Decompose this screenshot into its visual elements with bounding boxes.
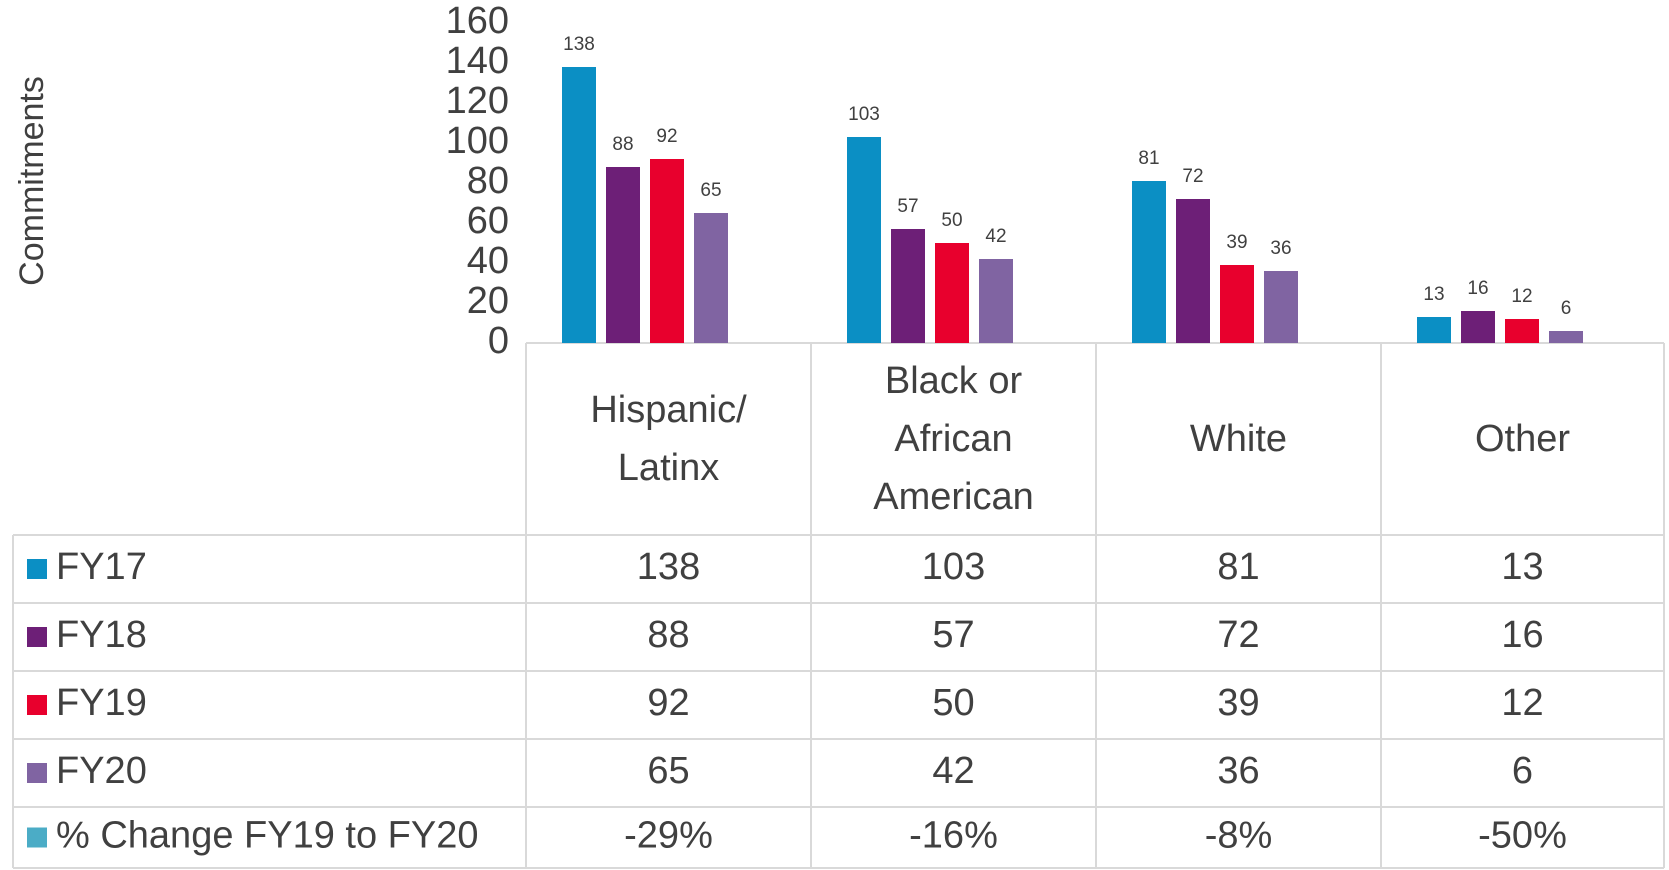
table-value: -29%	[624, 815, 713, 857]
data-label: 72	[1182, 166, 1203, 187]
bar	[1505, 319, 1539, 343]
bar	[1461, 311, 1495, 343]
legend-key	[27, 763, 47, 783]
data-label: 36	[1270, 238, 1291, 259]
table-value: 42	[932, 750, 974, 792]
table-value: 16	[1501, 614, 1543, 656]
data-label: 13	[1423, 284, 1444, 305]
bar	[979, 259, 1013, 343]
data-label: 50	[941, 210, 962, 231]
data-label: 6	[1561, 298, 1572, 319]
y-tick-label: 160	[446, 0, 509, 42]
y-tick-label: 100	[446, 120, 509, 162]
table-value: 138	[637, 546, 700, 588]
data-label: 42	[985, 226, 1006, 247]
data-label: 12	[1511, 286, 1532, 307]
y-axis-label: Commitments	[13, 76, 51, 286]
category-header: Other	[1381, 343, 1664, 535]
data-label: 81	[1138, 148, 1159, 169]
category-cell: White	[1096, 343, 1381, 535]
data-label: 57	[897, 196, 918, 217]
table-value: 92	[647, 682, 689, 724]
data-label: 92	[656, 126, 677, 147]
table-value: 81	[1217, 546, 1259, 588]
legend-key	[27, 627, 47, 647]
table-value: 65	[647, 750, 689, 792]
table-value: -16%	[909, 815, 998, 857]
data-label: 138	[563, 34, 595, 55]
bar	[694, 213, 728, 343]
legend-label: FY20	[56, 750, 147, 792]
legend-label: FY17	[56, 546, 147, 588]
table-value: -50%	[1478, 815, 1567, 857]
table-value: 36	[1217, 750, 1259, 792]
data-label: 16	[1467, 278, 1488, 299]
legend-label: FY19	[56, 682, 147, 724]
bar	[562, 67, 596, 343]
bar	[1417, 317, 1451, 343]
bar	[891, 229, 925, 343]
category-label: Other	[1474, 418, 1571, 460]
y-tick-label: 120	[446, 80, 509, 122]
table-value: 6	[1512, 750, 1533, 792]
bar	[1549, 331, 1583, 343]
table-value: 88	[647, 614, 689, 656]
legend-label: FY18	[56, 614, 147, 656]
legend-label: % Change FY19 to FY20	[56, 815, 478, 857]
bar	[606, 167, 640, 343]
table-value: 39	[1217, 682, 1259, 724]
y-tick-label: 40	[467, 240, 509, 282]
bar	[847, 137, 881, 343]
table-value: 12	[1501, 682, 1543, 724]
category-cell: Other	[1381, 343, 1664, 535]
bar	[650, 159, 684, 343]
category-header: Black or African American	[811, 343, 1096, 535]
y-tick-label: 0	[488, 320, 509, 362]
table-value: 57	[932, 614, 974, 656]
bar	[935, 243, 969, 343]
category-header: White	[1096, 343, 1381, 535]
bar	[1220, 265, 1254, 343]
category-header: Hispanic/ Latinx	[526, 343, 811, 535]
y-tick-label: 140	[446, 40, 509, 82]
bar	[1176, 199, 1210, 343]
legend-key	[27, 827, 47, 848]
category-cell: Hispanic/ Latinx	[526, 343, 811, 535]
bar	[1264, 271, 1298, 343]
category-cell: Black or African American	[811, 343, 1096, 535]
category-label: White	[1189, 418, 1288, 460]
category-label: Black or African American	[873, 360, 1034, 518]
category-label: Hispanic/ Latinx	[590, 389, 747, 489]
data-label: 88	[612, 134, 633, 155]
table-value: 72	[1217, 614, 1259, 656]
table-value: -8%	[1205, 815, 1273, 857]
legend-key	[27, 695, 47, 715]
table-value: 13	[1501, 546, 1543, 588]
y-tick-label: 60	[467, 200, 509, 242]
y-tick-label: 80	[467, 160, 509, 202]
bar	[1132, 181, 1166, 343]
data-label: 39	[1226, 232, 1247, 253]
data-label: 103	[848, 104, 880, 125]
data-label: 65	[700, 180, 721, 201]
y-tick-label: 20	[467, 280, 509, 322]
legend-key	[27, 559, 47, 579]
table-value: 50	[932, 682, 974, 724]
table-value: 103	[922, 546, 985, 588]
